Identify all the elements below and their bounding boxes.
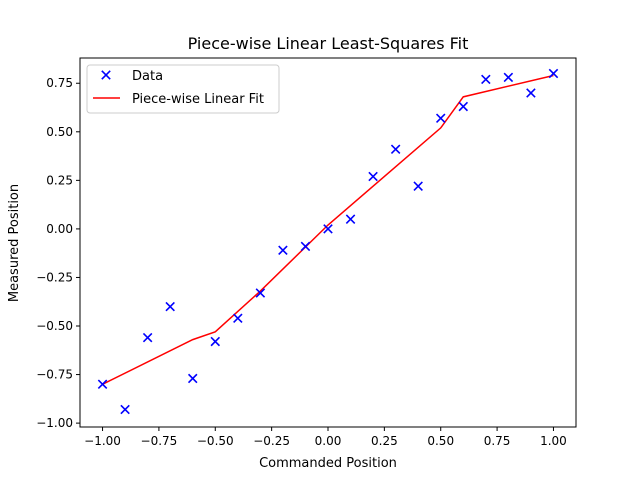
x-tick-label: −1.00: [84, 434, 121, 448]
data-point: [120, 404, 130, 415]
y-axis-ticks: −1.00 −0.75 −0.50 −0.25 0.00 0.25 0.50 0.75: [36, 76, 80, 430]
legend-label-fit: Piece-wise Linear Fit: [132, 92, 264, 107]
data-point: [210, 336, 221, 347]
y-tick-label: 0.50: [46, 125, 73, 139]
data-point: [481, 74, 491, 85]
x-tick-label: −0.25: [253, 434, 290, 448]
data-point: [526, 88, 536, 98]
x-tick-label: −0.75: [141, 434, 178, 448]
y-tick-label: −0.75: [36, 368, 73, 382]
plot-area: [97, 68, 559, 415]
data-point: [368, 171, 378, 182]
x-tick-label: 0.75: [484, 434, 511, 448]
data-point: [390, 144, 401, 155]
data-point: [435, 113, 446, 123]
x-tick-label: 1.00: [540, 434, 567, 448]
legend-marker-data: [101, 70, 111, 80]
data-point: [187, 373, 198, 384]
x-tick-label: 0.25: [371, 434, 398, 448]
y-axis-label: Measured Position: [7, 184, 22, 302]
data-point: [458, 101, 469, 112]
data-point: [413, 181, 423, 191]
legend-label-data: Data: [132, 69, 163, 84]
chart-title: Piece-wise Linear Least-Squares Fit: [188, 34, 469, 53]
data-point: [323, 224, 333, 234]
axes-frame: [79, 57, 577, 428]
data-point: [278, 245, 288, 256]
y-tick-label: −0.50: [36, 319, 73, 333]
x-axis-ticks: −1.00 −0.75 −0.50 −0.25 0.00 0.25 0.50 0.75 1.00: [84, 427, 567, 448]
y-tick-label: −1.00: [36, 416, 73, 430]
x-axis-label: Commanded Position: [259, 456, 397, 471]
legend-box: [86, 64, 280, 114]
y-tick-label: 0.25: [46, 173, 73, 187]
legend-x-marker: [101, 70, 111, 80]
data-point: [345, 214, 356, 224]
data-point: [548, 68, 559, 79]
data-point: [503, 72, 514, 83]
data-point: [165, 301, 175, 312]
x-tick-label: 0.50: [427, 434, 454, 448]
y-tick-label: 0.00: [46, 222, 73, 236]
data-point: [300, 241, 311, 252]
data-point: [233, 313, 243, 324]
legend: Data Piece-wise Linear Fit: [86, 64, 280, 114]
data-point: [97, 379, 108, 390]
data-point: [255, 288, 266, 298]
y-tick-label: −0.25: [36, 270, 73, 284]
y-tick-label: 0.75: [46, 76, 73, 90]
x-tick-label: −0.50: [197, 434, 234, 448]
data-point: [142, 332, 153, 343]
x-tick-label: 0.00: [315, 434, 342, 448]
